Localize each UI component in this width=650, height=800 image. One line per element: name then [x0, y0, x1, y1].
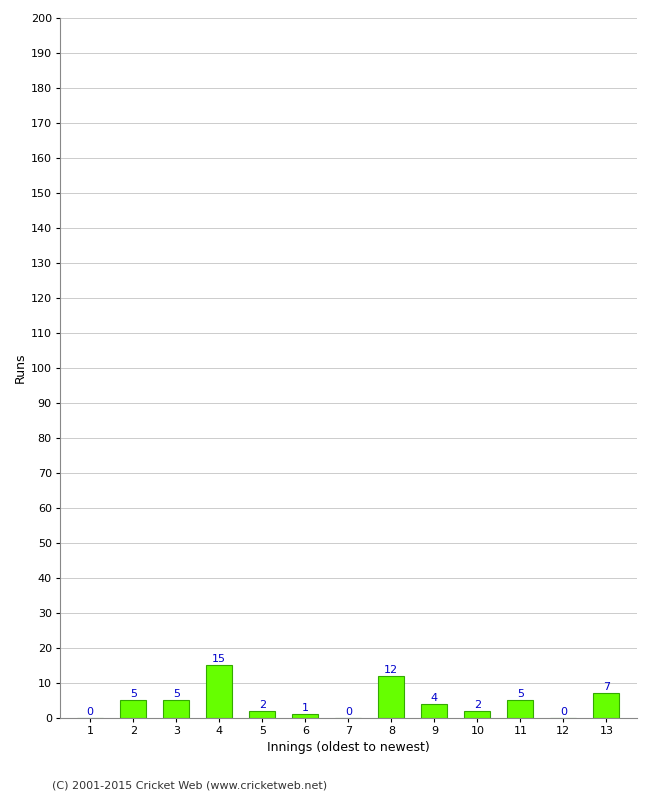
Bar: [378, 676, 404, 718]
Bar: [163, 700, 189, 718]
Text: 0: 0: [560, 706, 567, 717]
X-axis label: Innings (oldest to newest): Innings (oldest to newest): [267, 742, 430, 754]
Text: 0: 0: [344, 706, 352, 717]
Text: 12: 12: [384, 665, 398, 674]
Text: 2: 2: [259, 699, 266, 710]
Text: 1: 1: [302, 703, 309, 713]
Y-axis label: Runs: Runs: [14, 352, 27, 383]
Text: 5: 5: [173, 689, 180, 699]
Text: 5: 5: [517, 689, 524, 699]
Text: 5: 5: [130, 689, 136, 699]
Text: 2: 2: [474, 699, 481, 710]
Bar: [421, 704, 447, 718]
Bar: [120, 700, 146, 718]
Bar: [508, 700, 533, 718]
Text: (C) 2001-2015 Cricket Web (www.cricketweb.net): (C) 2001-2015 Cricket Web (www.cricketwe…: [52, 781, 327, 790]
Bar: [593, 693, 619, 718]
Text: 0: 0: [86, 706, 94, 717]
Bar: [250, 710, 275, 718]
Bar: [465, 710, 490, 718]
Text: 4: 4: [431, 693, 438, 702]
Bar: [206, 665, 232, 718]
Text: 7: 7: [603, 682, 610, 692]
Bar: [292, 714, 318, 718]
Text: 15: 15: [213, 654, 226, 664]
